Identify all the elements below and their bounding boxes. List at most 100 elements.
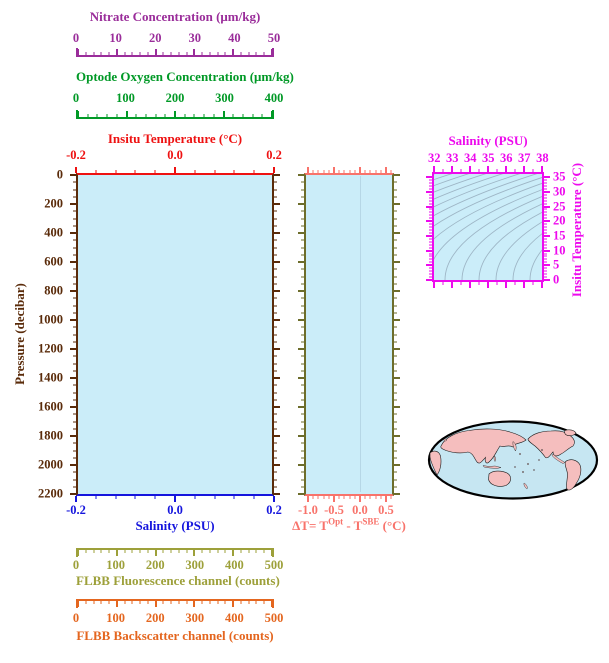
tick-label: 10 bbox=[109, 31, 122, 45]
island-japan bbox=[512, 441, 517, 452]
tick bbox=[544, 208, 547, 210]
tick-label: 400 bbox=[264, 91, 284, 105]
tick-label: 2000 bbox=[38, 457, 63, 472]
tick bbox=[174, 167, 176, 173]
tick bbox=[274, 413, 277, 415]
tick bbox=[203, 114, 205, 117]
tick bbox=[70, 232, 76, 234]
tick bbox=[274, 174, 280, 176]
tick bbox=[544, 276, 547, 278]
tick bbox=[332, 496, 335, 502]
tick bbox=[384, 496, 387, 502]
tick bbox=[73, 225, 76, 227]
tick bbox=[375, 496, 377, 499]
tick bbox=[209, 52, 211, 55]
tick bbox=[460, 169, 462, 172]
tick bbox=[394, 334, 397, 335]
tick bbox=[73, 471, 76, 473]
tick bbox=[85, 550, 87, 553]
tick bbox=[394, 319, 400, 321]
temperature-tick-labels: -0.2 0.0 0.2 bbox=[66, 148, 282, 162]
tick bbox=[429, 267, 432, 269]
tick bbox=[544, 203, 547, 205]
temperature-axis-title: Insitu Temperature (°C) bbox=[107, 131, 243, 146]
tick bbox=[301, 254, 304, 256]
tick bbox=[95, 496, 97, 499]
tick bbox=[240, 601, 242, 604]
tick bbox=[496, 282, 498, 285]
tick-label: 400 bbox=[44, 225, 63, 240]
tick bbox=[306, 496, 309, 502]
tick-label: -1.0 bbox=[298, 503, 318, 517]
tick bbox=[274, 247, 277, 248]
tick bbox=[274, 326, 277, 328]
tick bbox=[394, 370, 397, 372]
tick bbox=[178, 550, 180, 553]
tick bbox=[544, 229, 547, 231]
tick bbox=[394, 210, 397, 212]
tick bbox=[298, 290, 304, 292]
tick-label: 1800 bbox=[38, 428, 63, 443]
tick bbox=[95, 170, 97, 173]
tick bbox=[349, 496, 351, 499]
tick bbox=[73, 334, 76, 335]
tick bbox=[394, 464, 400, 466]
tick bbox=[115, 170, 117, 173]
tick bbox=[274, 196, 277, 198]
salinity-tick-labels: -0.2 0.0 0.2 bbox=[66, 503, 282, 517]
tick bbox=[274, 297, 277, 299]
tick-label: 1200 bbox=[38, 341, 63, 356]
delta-t-pressure-axis-right bbox=[394, 174, 402, 495]
tick bbox=[70, 319, 76, 321]
tick bbox=[186, 601, 188, 604]
tick bbox=[274, 363, 277, 364]
tick bbox=[544, 197, 547, 199]
tick bbox=[338, 496, 340, 499]
tick bbox=[429, 226, 432, 228]
tick bbox=[255, 601, 257, 604]
tick bbox=[271, 601, 273, 607]
tick bbox=[255, 550, 257, 553]
tick bbox=[544, 267, 547, 269]
tick bbox=[394, 457, 397, 459]
tick bbox=[380, 170, 382, 173]
tick bbox=[134, 170, 136, 173]
tick bbox=[222, 111, 225, 117]
tick bbox=[73, 239, 76, 241]
tick-label: 400 bbox=[225, 611, 244, 625]
tick bbox=[263, 550, 265, 553]
tick bbox=[232, 601, 235, 607]
tick-label: 0.2 bbox=[266, 148, 282, 162]
tick bbox=[394, 442, 397, 444]
tick bbox=[70, 290, 76, 292]
tick bbox=[224, 550, 226, 553]
pacific-islands bbox=[514, 449, 543, 473]
tick bbox=[544, 194, 547, 196]
tick-label: 0.5 bbox=[378, 503, 394, 517]
delta-t-title-part: ΔT= T bbox=[292, 518, 329, 533]
tick bbox=[248, 550, 250, 553]
tick bbox=[73, 442, 76, 444]
tick bbox=[301, 247, 304, 248]
tick bbox=[544, 234, 550, 237]
isopycnal-contours bbox=[434, 174, 542, 280]
tick bbox=[73, 218, 76, 219]
tick bbox=[429, 182, 432, 184]
tick bbox=[541, 166, 544, 172]
tick bbox=[544, 176, 550, 179]
tick bbox=[429, 194, 432, 196]
tick bbox=[394, 218, 397, 219]
tick-label: 0.0 bbox=[167, 148, 183, 162]
tick bbox=[544, 273, 547, 275]
tick bbox=[301, 442, 304, 444]
tick bbox=[544, 220, 550, 223]
tick bbox=[224, 601, 226, 604]
tick-label: 5 bbox=[553, 257, 560, 272]
tick bbox=[240, 52, 242, 55]
tick bbox=[271, 49, 273, 55]
tick bbox=[429, 217, 432, 219]
tick bbox=[544, 270, 547, 272]
tick bbox=[73, 196, 76, 198]
tick bbox=[301, 225, 304, 227]
tick bbox=[115, 49, 118, 55]
